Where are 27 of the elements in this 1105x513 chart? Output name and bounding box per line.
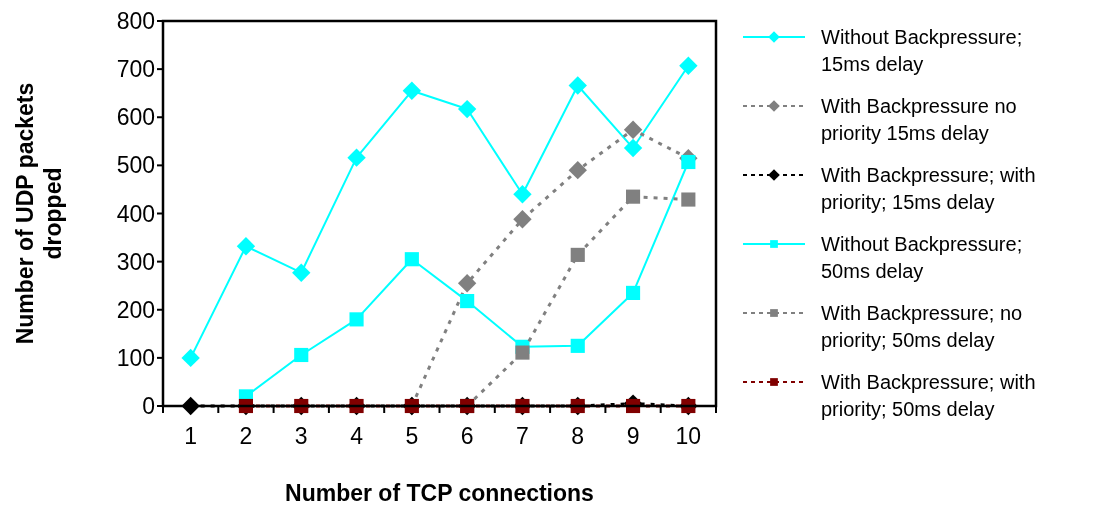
x-tick-label: 5 xyxy=(405,423,419,449)
y-tick-label: 100 xyxy=(116,344,155,371)
y-tick-label: 500 xyxy=(116,152,155,179)
y-tick-label: 800 xyxy=(116,8,155,35)
x-tick-label: 10 xyxy=(675,423,702,449)
x-tick-label: 1 xyxy=(184,423,198,449)
legend-label: With Backpressure no priority 15ms delay xyxy=(821,95,1017,144)
legend-label: Without Backpressure; 15ms delay xyxy=(821,26,1023,75)
y-tick-label: 0 xyxy=(142,393,155,420)
x-tick-label: 4 xyxy=(350,423,364,449)
x-axis-title: Number of TCP connections xyxy=(285,480,594,506)
y-tick-label: 200 xyxy=(116,296,155,323)
legend-label: With Backpressure; with priority; 50ms delay xyxy=(821,371,1036,420)
x-tick-label: 3 xyxy=(294,423,308,449)
x-tick-label: 2 xyxy=(239,423,253,449)
legend-label: With Backpressure; no priority; 50ms delay xyxy=(821,302,1023,351)
y-tick-label: 400 xyxy=(116,200,155,227)
legend-label: Without Backpressure; 50ms delay xyxy=(821,233,1023,282)
legend-label: With Backpressure; with priority; 15ms delay xyxy=(821,164,1036,213)
x-tick-label: 6 xyxy=(460,423,474,449)
x-tick-label: 9 xyxy=(626,423,640,449)
x-tick-label: 8 xyxy=(571,423,585,449)
y-axis-title: Number of UDP packets dropped xyxy=(12,82,66,345)
x-tick-label: 7 xyxy=(516,423,529,449)
y-tick-label: 700 xyxy=(116,56,155,83)
y-tick-label: 300 xyxy=(116,248,155,275)
y-tick-label: 600 xyxy=(116,104,155,131)
